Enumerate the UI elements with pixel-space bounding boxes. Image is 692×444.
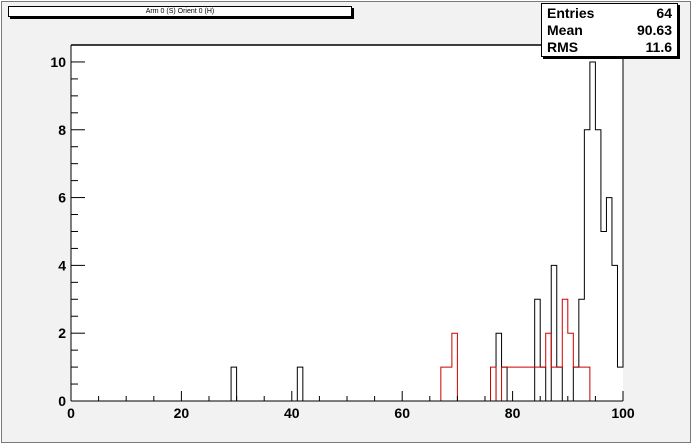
x-tick-label: 20 [174, 405, 190, 421]
y-tick-label: 2 [58, 325, 66, 341]
y-tick-label: 8 [58, 122, 66, 138]
stats-label: Mean [547, 22, 583, 38]
y-tick-label: 0 [58, 393, 66, 409]
stats-label: Entries [547, 5, 595, 21]
stats-value: 90.63 [636, 22, 672, 38]
title-text: Arm 0 (S) Orient 0 (H) [145, 8, 215, 15]
stats-row-mean: Mean 90.63 [547, 22, 672, 39]
plot-area [71, 45, 623, 401]
x-tick-label: 0 [67, 405, 75, 421]
x-tick-label: 40 [284, 405, 300, 421]
stats-box: Entries 64 Mean 90.63 RMS 11.6 [541, 3, 678, 57]
stats-value: 11.6 [645, 39, 672, 55]
stats-value: 64 [656, 5, 672, 21]
x-tick-label: 100 [611, 405, 635, 421]
stats-row-rms: RMS 11.6 [547, 39, 672, 56]
x-tick-label: 60 [394, 405, 410, 421]
histogram-title: Arm 0 (S) Orient 0 (H) [8, 6, 352, 17]
y-tick-label: 6 [58, 190, 66, 206]
stats-row-entries: Entries 64 [547, 5, 672, 22]
stats-label: RMS [547, 39, 579, 55]
y-tick-label: 10 [50, 54, 66, 70]
x-tick-label: 80 [505, 405, 521, 421]
y-tick-label: 4 [58, 257, 66, 273]
